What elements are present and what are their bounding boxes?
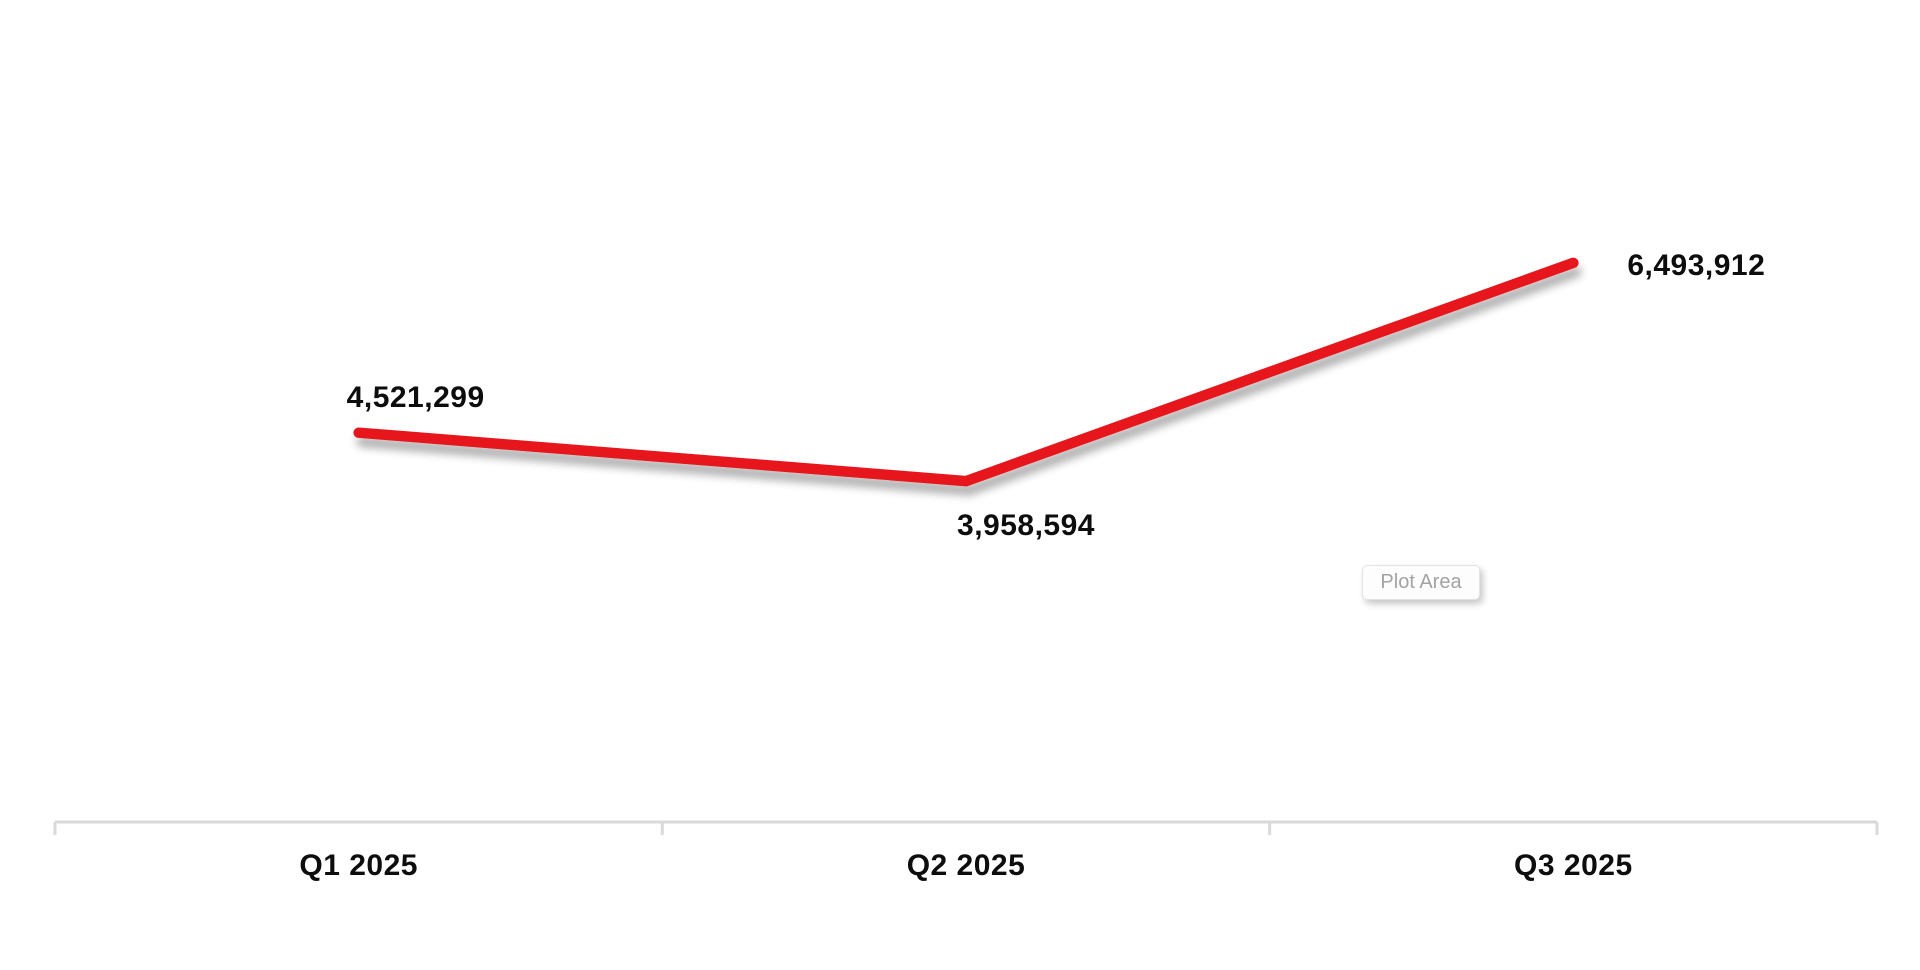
x-axis-label[interactable]: Q2 2025 (906, 849, 1026, 882)
x-axis-label[interactable]: Q3 2025 (1514, 849, 1633, 882)
data-label[interactable]: 3,958,594 (957, 509, 1095, 543)
series-line[interactable] (353, 257, 1579, 487)
data-label[interactable]: 6,493,912 (1627, 248, 1766, 282)
x-axis[interactable] (53, 820, 1879, 835)
x-axis-label[interactable]: Q1 2025 (299, 849, 418, 882)
plot-area-tooltip: Plot Area (1362, 565, 1480, 600)
data-label[interactable]: 4,521,299 (346, 380, 485, 414)
